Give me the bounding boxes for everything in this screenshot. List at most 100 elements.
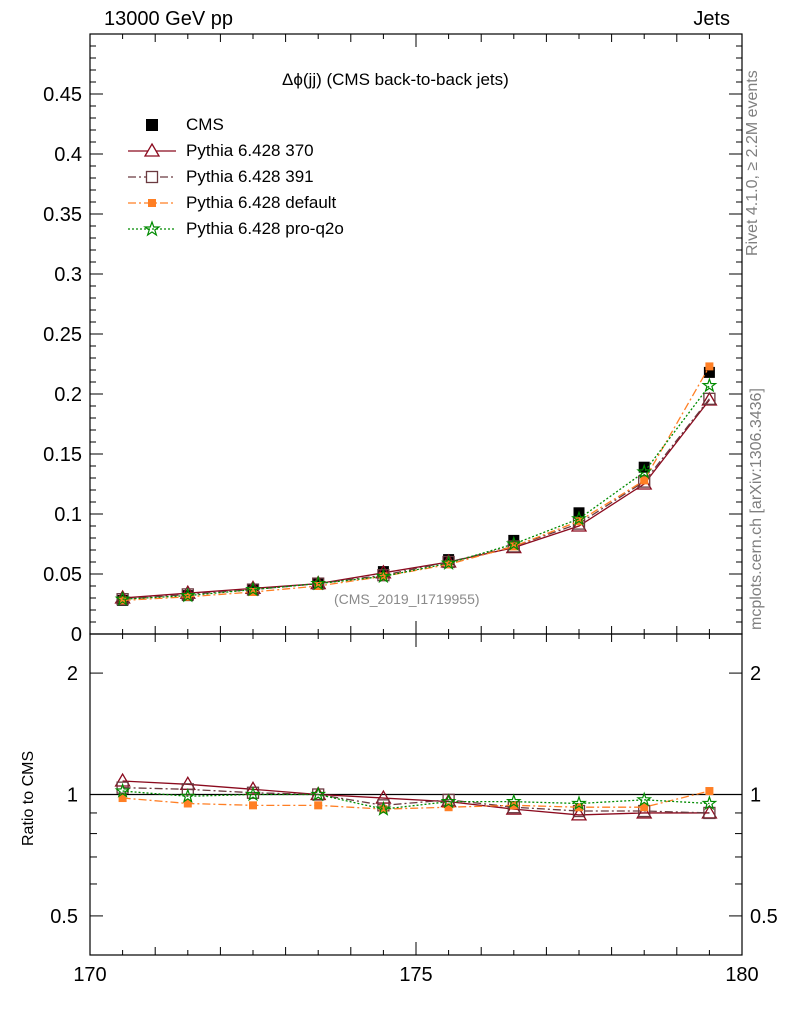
series-line-p391	[122, 398, 710, 600]
ratio-point-p370-7	[570, 806, 588, 821]
series-line-default	[122, 366, 710, 602]
ratio-point-proq2o-6	[505, 793, 522, 809]
legend-item-391: Pythia 6.428 391	[126, 164, 344, 190]
ratio-y-tick-label-right: 2	[750, 663, 761, 685]
legend-swatch-default	[128, 199, 176, 207]
legend-item-370: Pythia 6.428 370	[126, 138, 344, 164]
ratio-point-proq2o-4	[375, 800, 392, 816]
ratio-axis-label: Ratio to CMS	[20, 750, 37, 846]
data-point-proq2o-9	[701, 377, 718, 393]
legend-label-default: Pythia 6.428 default	[186, 193, 337, 212]
data-point-proq2o-2	[245, 581, 261, 597]
data-point-proq2o-6	[505, 535, 522, 551]
data-point-p391-9	[703, 392, 716, 405]
x-tick-label-175: 175	[399, 964, 432, 986]
ratio-point-default-8	[640, 803, 649, 812]
ratio-series-proq2o	[114, 782, 718, 816]
ratio-line-p391	[122, 786, 710, 814]
ratio-point-proq2o-3	[310, 786, 327, 802]
mcplots-label: mcplots.cern.ch [arXiv:1306.3436]	[748, 388, 765, 630]
main-y-tick-label: 0.45	[43, 84, 82, 106]
legend-label-cms: CMS	[186, 115, 224, 134]
plot-title: Δϕ(jj) (CMS back-to-back jets)	[282, 70, 509, 89]
data-point-p370-9	[701, 391, 718, 406]
ratio-series-p370	[114, 772, 718, 821]
main-y-tick-label: 0.2	[54, 384, 82, 406]
ratio-point-p370-2	[244, 781, 262, 795]
data-point-proq2o-1	[179, 587, 196, 603]
series-proq2o	[114, 377, 718, 606]
main-y-tick-label: 0.35	[43, 204, 82, 226]
legend-item-default: Pythia 6.428 default	[126, 190, 344, 216]
data-point-proq2o-0	[114, 590, 131, 606]
ratio-point-default-9	[705, 787, 714, 796]
main-y-tick-label: 0	[71, 624, 82, 646]
ratio-point-p391-1	[181, 783, 194, 796]
ratio-line-p370	[122, 780, 710, 816]
ratio-point-default-6	[509, 801, 518, 810]
ratio-point-proq2o-0	[114, 782, 131, 798]
main-y-tick-label: 0.1	[54, 504, 82, 526]
ratio-point-proq2o-5	[440, 793, 457, 809]
ratio-point-default-0	[118, 794, 127, 803]
ratio-point-default-4	[379, 805, 388, 814]
ratio-y-tick-label: 0.5	[50, 906, 78, 928]
main-y-tick-label: 0.05	[43, 564, 82, 586]
main-y-tick-label: 0.25	[43, 324, 82, 346]
series-line-p370	[122, 399, 710, 599]
data-point-default-0	[118, 596, 127, 605]
ratio-point-p391-9	[703, 806, 716, 820]
data-point-cms-5	[443, 554, 455, 566]
data-point-default-9	[705, 362, 714, 371]
ratio-point-proq2o-7	[571, 795, 587, 811]
ratio-point-default-5	[444, 803, 453, 812]
ratio-y-tick-label-right: 0.5	[750, 906, 778, 928]
legend-swatch-proq2o	[128, 220, 176, 237]
ratio-point-proq2o-1	[179, 787, 196, 803]
legend-item-proq2o: Pythia 6.428 pro-q2o	[126, 216, 344, 242]
ratio-point-default-3	[314, 801, 323, 810]
process-label: Jets	[693, 8, 730, 30]
data-point-proq2o-5	[440, 554, 457, 570]
data-point-p391-6	[507, 540, 520, 553]
data-point-p391-8	[638, 475, 651, 488]
ratio-line-default	[122, 790, 710, 810]
ratio-point-default-2	[249, 801, 257, 810]
legend-label-370: Pythia 6.428 370	[186, 141, 314, 160]
legend-label-391: Pythia 6.428 391	[186, 167, 314, 186]
data-point-default-8	[640, 476, 649, 485]
ratio-y-tick-label: 2	[67, 663, 78, 685]
ratio-point-proq2o-2	[245, 786, 261, 802]
ratio-y-tick-label: 1	[67, 785, 78, 807]
ratio-point-default-7	[575, 803, 583, 812]
legend-item-cms: CMS	[126, 112, 344, 138]
legend-swatch-370	[128, 142, 176, 157]
collision-label: 13000 GeV pp	[104, 8, 233, 30]
rivet-version-label: Rivet 4.1.0, ≥ 2.2M events	[744, 70, 761, 256]
data-point-proq2o-3	[310, 575, 327, 591]
data-point-default-1	[183, 592, 192, 601]
ratio-series-default	[118, 787, 714, 814]
legend: CMS Pythia 6.428 370 Pythia 6.428 391 Py…	[126, 112, 344, 242]
ratio-point-default-1	[183, 799, 192, 808]
main-y-tick-label: 0.3	[54, 264, 82, 286]
data-point-default-5	[444, 560, 453, 569]
legend-label-proq2o: Pythia 6.428 pro-q2o	[186, 219, 344, 238]
analysis-tag: (CMS_2019_I1719955)	[334, 591, 480, 607]
ratio-point-p370-8	[636, 804, 653, 819]
ratio-point-proq2o-8	[636, 791, 653, 807]
legend-swatch-391	[128, 170, 176, 184]
legend-swatch-cms	[146, 119, 158, 131]
data-point-cms-9	[703, 366, 715, 378]
ratio-y-tick-label-right: 1	[750, 785, 761, 807]
data-point-proq2o-8	[636, 463, 653, 479]
x-tick-label-180: 180	[725, 964, 758, 986]
ratio-point-proq2o-9	[701, 795, 718, 811]
series-p391	[116, 392, 716, 606]
x-tick-label-170: 170	[73, 964, 106, 986]
data-point-proq2o-7	[571, 510, 587, 526]
series-p370	[114, 391, 718, 604]
main-y-tick-label: 0.15	[43, 444, 82, 466]
data-point-proq2o-4	[375, 568, 392, 584]
